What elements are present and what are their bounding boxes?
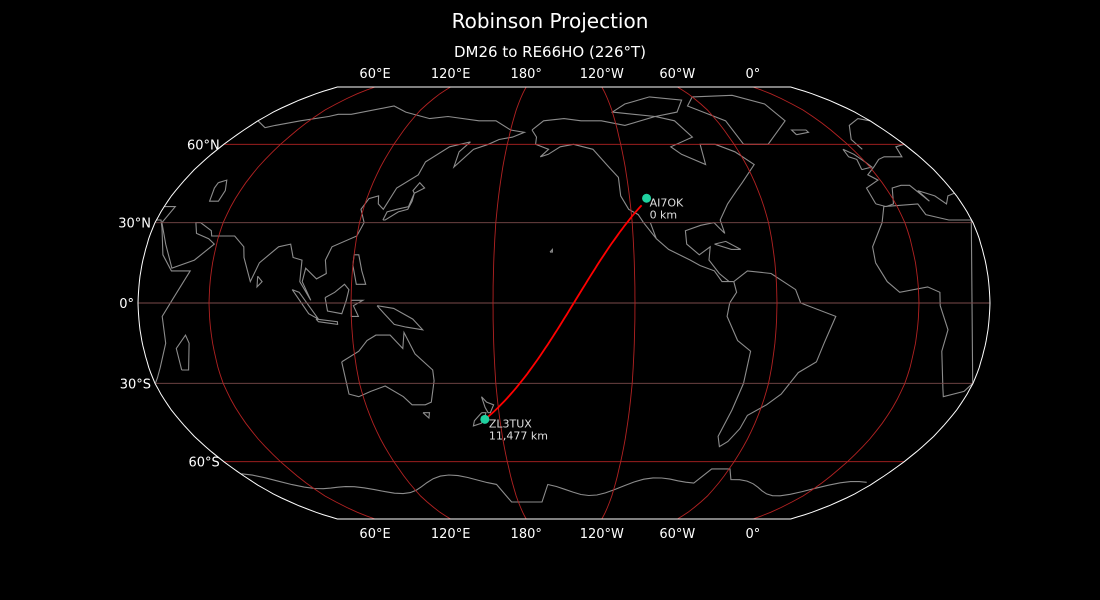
coastline [790,129,810,136]
coastline [531,115,755,283]
lon-tick-label: 180° [511,67,542,82]
coastline [208,179,228,202]
station-marker [480,414,490,424]
lat-tick-label: 30°S [120,377,151,392]
coastline [610,96,683,118]
coastline [341,330,435,406]
coastline [848,118,871,150]
map-title: Robinson Projection [451,9,649,33]
meridian-line [677,86,778,520]
lon-tick-label: 60°E [359,527,390,542]
station-callsign: ZL3TUX [489,417,532,430]
lon-tick-label: 0° [746,67,761,82]
map-outline [137,86,991,520]
meridian-line [492,86,527,520]
lat-tick-label: 30°N [118,217,151,232]
station-marker [642,193,652,203]
lon-tick-label: 60°W [659,527,695,542]
coastline [717,270,837,448]
meridian-line [350,86,451,520]
coastline [549,247,553,253]
lon-tick-label: 60°W [659,67,695,82]
coastline [686,94,786,145]
coastline [872,203,974,398]
meridian-line [752,86,920,520]
coastline [175,333,190,371]
lon-tick-label: 60°E [359,67,390,82]
lon-tick-label: 120°E [431,527,471,542]
coastline [291,289,319,320]
coastline [480,396,495,414]
lon-tick-label: 120°E [431,67,471,82]
lon-tick-label: 180° [511,527,542,542]
coastline [256,275,263,289]
coastline [422,412,431,420]
map-subtitle: DM26 to RE66HO (226°T) [453,43,646,61]
coastline [241,468,867,503]
meridian-line [208,86,376,520]
tick-labels: 60°E 60°E 120°E 120°E 180° 180° 120°W 120°W 60°W… [118,67,760,542]
coastline [315,318,339,326]
coastline [875,184,955,208]
coastlines [154,94,974,503]
meridian-line [601,86,636,520]
coastline [865,143,905,205]
lon-tick-label: 120°W [580,527,624,542]
coastline [324,283,350,315]
great-circle-path [484,204,643,421]
lon-tick-label: 0° [746,527,761,542]
lon-tick-label: 120°W [580,67,624,82]
coastline [376,305,425,331]
lat-tick-label: 0° [119,297,134,312]
lat-tick-label: 60°S [188,456,219,471]
lat-tick-label: 60°N [187,138,220,153]
station-callsign: AI7OK [650,196,684,209]
coastline [154,219,192,384]
coastline [382,181,426,221]
station-distance: 0 km [650,208,678,221]
coastline [714,240,741,250]
coastline [352,254,367,285]
coastline [472,412,487,427]
gridlines [138,86,990,520]
coastline [161,105,527,301]
station-distance: 11,477 km [489,429,548,442]
coastline [842,148,874,171]
